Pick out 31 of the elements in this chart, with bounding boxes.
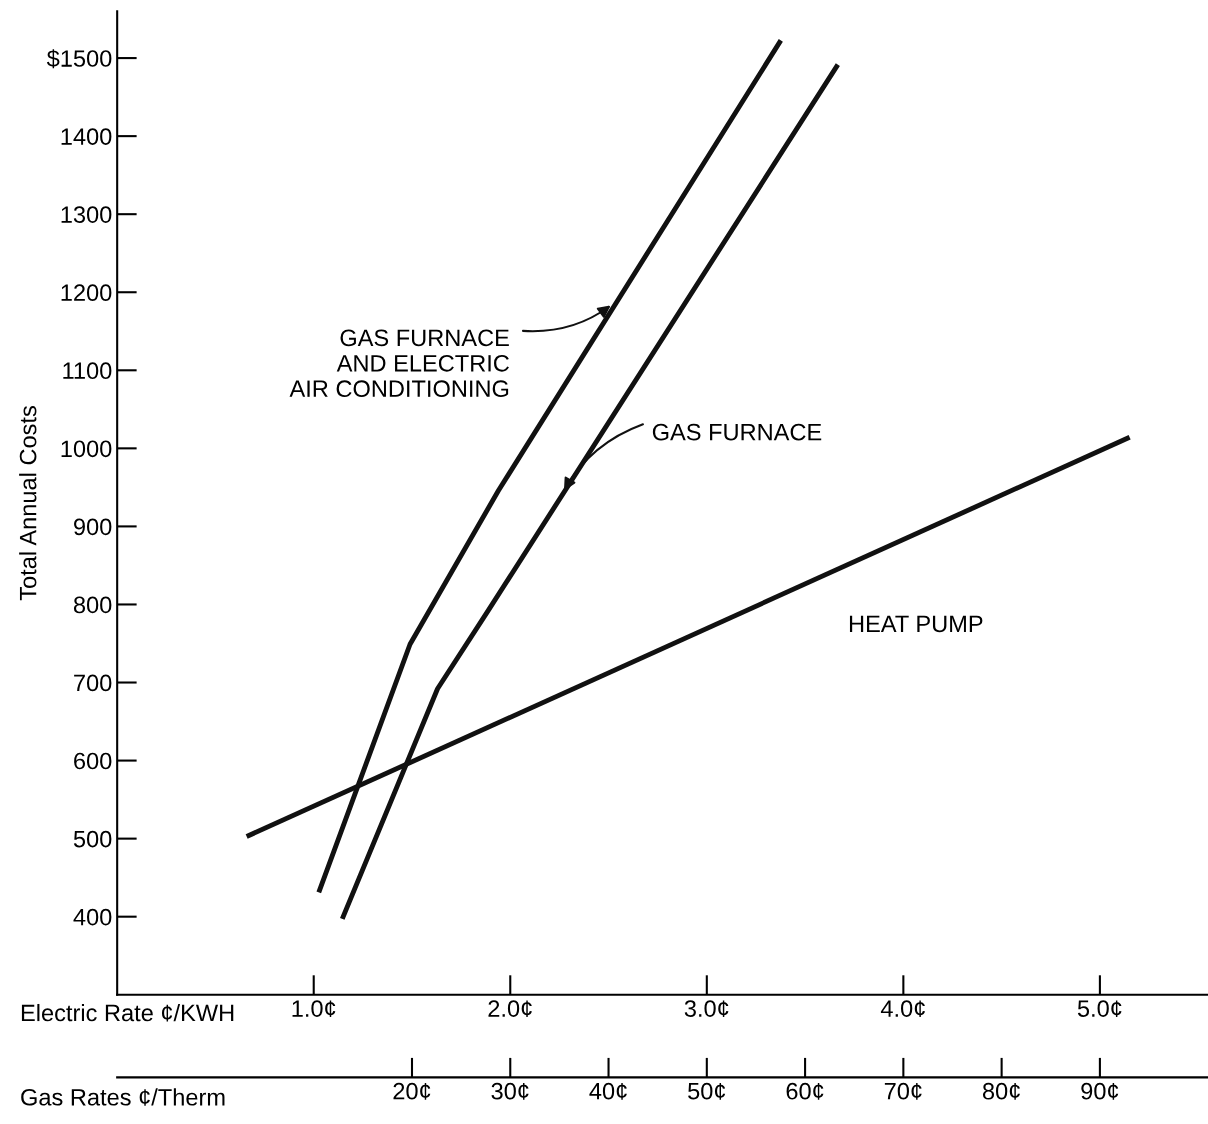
x2-tick-label: 50¢ [688,1082,726,1100]
y-tick-label: 1300 [61,206,112,223]
y-tick-label: 500 [73,830,112,848]
x-tick-label: 4.0¢ [880,1000,925,1018]
x2-tick-label: 30¢ [491,1082,529,1100]
y-tick-label: 1100 [63,362,112,380]
x2-tick-label: 80¢ [982,1082,1020,1100]
x2-axis-title: Gas Rates ¢/Therm [21,1088,225,1106]
y-tick-label: 800 [73,596,112,614]
y-tick-label: 700 [74,674,112,692]
y-axis-title: Total Annual Costs [19,406,37,601]
x-tick-label: 3.0¢ [684,1000,729,1018]
y-tick-label: 900 [74,518,112,536]
x-tick-label: 1.0¢ [292,1000,336,1018]
x-tick-label: 2.0¢ [488,1000,532,1018]
series-label: GAS FURNACE AND ELECTRIC AIR CONDITIONING [289,329,509,398]
y-tick-label: 1400 [61,128,112,145]
x-tick-label: 5.0¢ [1077,1000,1122,1018]
x2-tick-label: 90¢ [1081,1082,1119,1100]
series-label: GAS FURNACE [652,423,822,441]
y-tick-label: $1500 [46,49,112,69]
y-tick-label: 1000 [61,440,112,458]
y-tick-label: 400 [73,908,112,926]
y-tick-label: 1200 [61,284,112,302]
text: HEAT PUMP [849,615,983,633]
y-tick-label: 600 [74,752,112,770]
x2-tick-label: 20¢ [393,1082,431,1100]
x2-tick-label: 60¢ [786,1082,824,1100]
x2-tick-label: 40¢ [589,1082,627,1100]
x2-tick-label: 70¢ [884,1082,922,1100]
x-axis-title: Electric Rate ¢/KWH [21,1003,234,1022]
